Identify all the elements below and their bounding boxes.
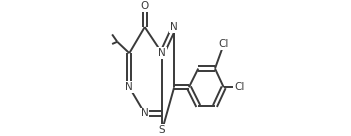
Text: O: O	[141, 1, 149, 11]
Text: N: N	[125, 82, 133, 92]
Text: Cl: Cl	[234, 82, 244, 92]
Text: N: N	[141, 108, 148, 118]
Text: N: N	[158, 48, 166, 58]
Text: Cl: Cl	[219, 39, 229, 50]
Text: N: N	[170, 22, 178, 32]
Text: S: S	[159, 125, 165, 135]
